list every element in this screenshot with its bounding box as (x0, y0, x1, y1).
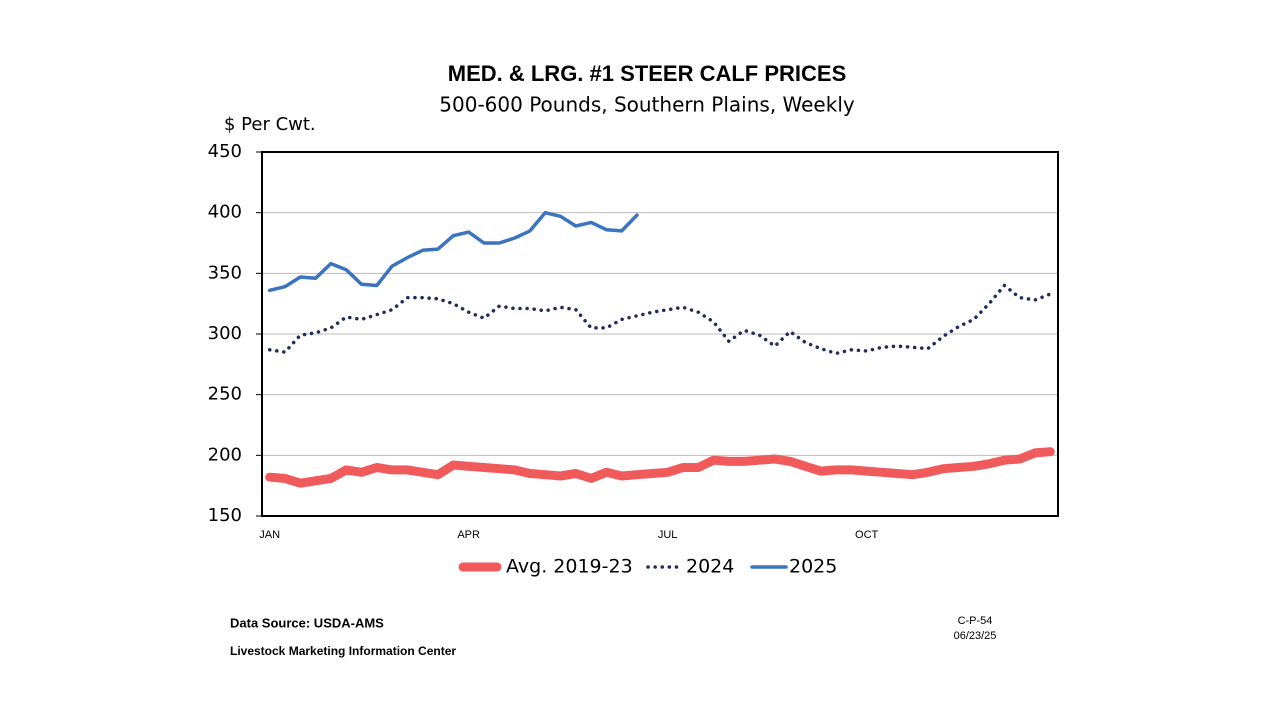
series-line (265, 447, 1055, 488)
y-tick-label: 450 (208, 141, 242, 162)
series-line (267, 210, 639, 293)
source: Data Source: USDA-AMS (230, 615, 384, 630)
chart-code: C-P-54 (958, 615, 993, 627)
x-tick-label: JAN (259, 529, 280, 541)
y-tick-label: 350 (208, 262, 242, 283)
chart-date: 06/23/25 (954, 630, 997, 642)
y-tick-label: 150 (208, 505, 242, 526)
x-tick-label: OCT (855, 529, 879, 541)
x-tick-label: APR (457, 529, 480, 541)
y-tick-label: 250 (208, 384, 242, 405)
organization: Livestock Marketing Information Center (230, 644, 456, 658)
legend-label: Avg. 2019-23 (506, 556, 633, 578)
series-line (267, 283, 1053, 356)
y-axis-label: $ Per Cwt. (224, 114, 316, 135)
plot-frame (261, 151, 1059, 517)
chart-subtitle: 500-600 Pounds, Southern Plains, Weekly (439, 93, 855, 117)
chart-title: MED. & LRG. #1 STEER CALF PRICES (448, 61, 847, 86)
legend-label: 2025 (789, 556, 837, 578)
y-tick-label: 300 (208, 323, 242, 344)
x-tick-label: JUL (658, 529, 678, 541)
legend-label: 2024 (686, 556, 734, 578)
y-tick-label: 200 (208, 444, 242, 465)
y-tick-label: 400 (208, 202, 242, 223)
